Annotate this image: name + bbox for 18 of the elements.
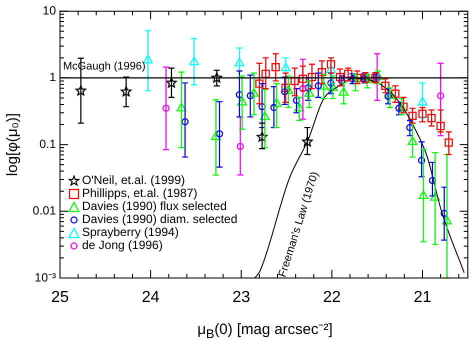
legend-label: O'Neil, et.al. (1999) <box>82 173 186 187</box>
x-tick-label: 22 <box>322 289 341 306</box>
y-axis-title: log[φ(μ₀)] <box>4 113 22 176</box>
x-tick-label: 25 <box>51 289 69 306</box>
x-tick-label: 21 <box>414 289 432 306</box>
legend-label: Davies (1990) flux selected <box>82 199 227 213</box>
y-tick-label: 10⁻³ <box>34 270 56 284</box>
x-tick-label: 23 <box>232 289 250 306</box>
legend-label: de Jong (1996) <box>82 238 163 252</box>
y-tick-label: 10 <box>42 4 56 18</box>
y-tick-label: 0.01 <box>32 204 56 218</box>
y-tick-label: 0.1 <box>39 136 56 151</box>
x-tick-label: 24 <box>142 289 160 306</box>
y-tick-label: 1 <box>49 70 56 84</box>
legend-label: Sprayberry (1994) <box>82 225 179 239</box>
legend-label: Davies (1990) diam. selected <box>82 212 238 226</box>
legend-label: Phillipps, et.al. (1987) <box>82 186 198 200</box>
x-axis-title: μ$_{B}$(0) [mag arcsec⁻²] <box>196 320 334 341</box>
